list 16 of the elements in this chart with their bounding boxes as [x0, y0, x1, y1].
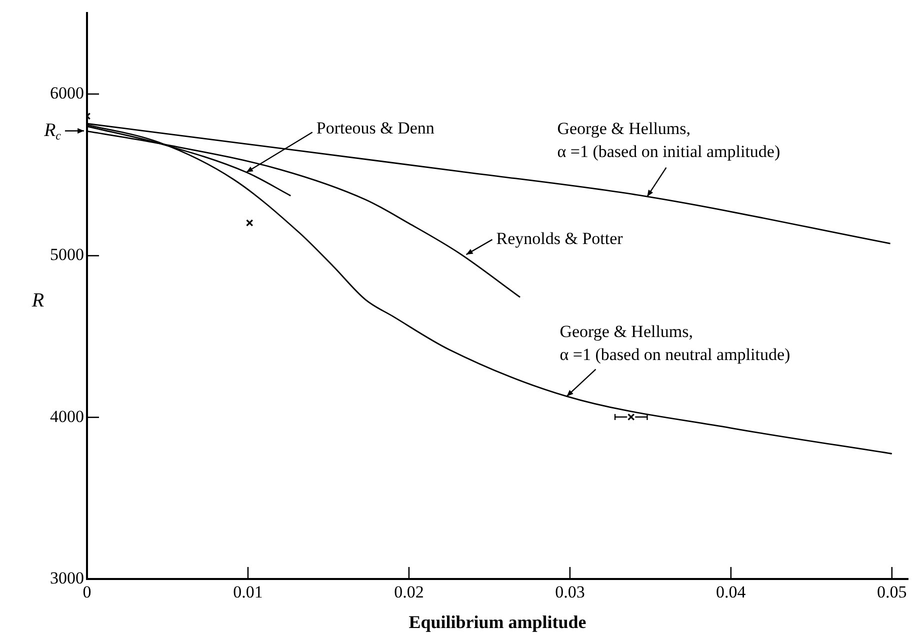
y-axis-title: R	[30, 289, 44, 312]
x-axis-title: Equilibrium amplitude	[408, 612, 586, 632]
x-tick-label: 0	[82, 582, 92, 602]
y-tick-label: 6000	[50, 83, 84, 102]
annotation: Porteous & Denn	[316, 118, 435, 138]
annotation: George & Hellums, α =1 (based on neutral amplitude)	[560, 322, 790, 364]
x-tick-label: 0.01	[233, 582, 263, 602]
y-tick-label: 4000	[50, 406, 84, 426]
x-tick-label: 0.02	[394, 582, 424, 602]
x-tick-label: 0.05	[877, 582, 907, 602]
annotation: George & Hellums, α =1 (based on initial amplitude)	[557, 118, 780, 161]
y-tick-label: 5000	[50, 245, 84, 264]
annotation: Reynolds & Potter	[496, 229, 624, 248]
x-tick-label: 0.03	[555, 582, 585, 602]
y-tick-label: 3000	[50, 568, 84, 588]
x-tick-label: 0.04	[716, 582, 746, 602]
